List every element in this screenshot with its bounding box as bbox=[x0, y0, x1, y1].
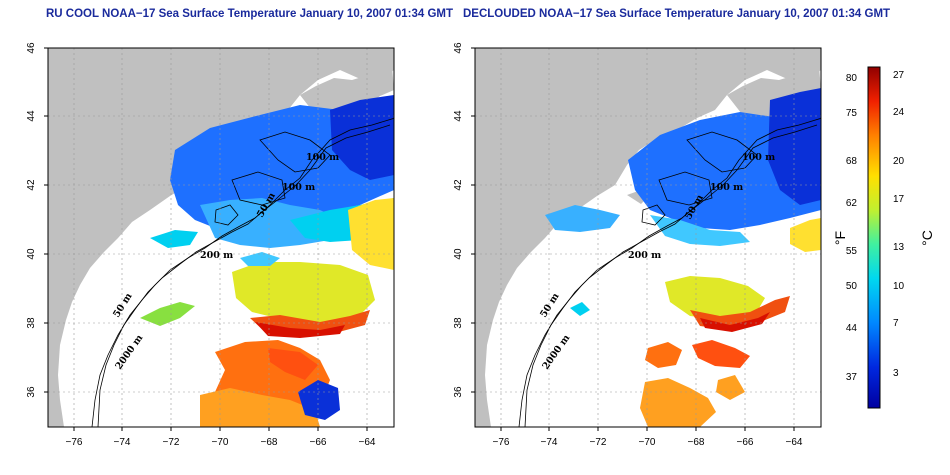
left-x-tick-label: −72 bbox=[163, 437, 180, 448]
left-sst-field bbox=[140, 95, 394, 427]
right-y-tick-label: 38 bbox=[453, 317, 464, 329]
colorbar-f-tick: 50 bbox=[846, 281, 858, 292]
left-graticule bbox=[48, 48, 394, 427]
colorbar-f-tick: 37 bbox=[846, 372, 858, 383]
left-map-frame bbox=[47, 47, 395, 428]
right-x-tick-label: −76 bbox=[493, 437, 510, 448]
left-y-tick-label: 46 bbox=[26, 42, 37, 54]
left-y-tick-label: 36 bbox=[26, 386, 37, 398]
right-sst-field bbox=[545, 88, 821, 427]
right-y-tick-label: 46 bbox=[453, 42, 464, 54]
colorbar-c-tick: 24 bbox=[893, 107, 905, 118]
right-map-title: DECLOUDED NOAA−17 Sea Surface Temperatur… bbox=[463, 8, 891, 20]
left-contour-label: 200 m bbox=[200, 250, 233, 261]
colorbar-c-tick: 7 bbox=[893, 318, 899, 329]
left-y-tick-label: 44 bbox=[26, 110, 37, 122]
right-contour-label: 200 m bbox=[628, 250, 661, 261]
right-y-tick-label: 42 bbox=[453, 179, 464, 191]
colorbar-f-tick: 55 bbox=[846, 246, 858, 257]
temperature-colorbar: 80 75 68 62 55 50 44 37 27 24 20 17 13 1… bbox=[832, 66, 935, 409]
colorbar-f-tick: 68 bbox=[846, 156, 858, 167]
right-graticule bbox=[475, 48, 821, 427]
colorbar-f-tick: 62 bbox=[846, 198, 858, 209]
right-contour-label: 100 m bbox=[710, 182, 743, 193]
left-y-tick-label: 38 bbox=[26, 317, 37, 329]
right-bathymetry-contours bbox=[518, 117, 821, 427]
colorbar-c-tick: 10 bbox=[893, 281, 905, 292]
colorbar-f-tick: 75 bbox=[846, 108, 858, 119]
right-x-tick-label: −70 bbox=[639, 437, 656, 448]
right-y-tick-label: 40 bbox=[453, 248, 464, 260]
left-x-tick-label: −66 bbox=[310, 437, 327, 448]
colorbar-c-tick: 27 bbox=[893, 70, 905, 81]
left-y-tick-label: 42 bbox=[26, 179, 37, 191]
left-x-tick-label: −74 bbox=[114, 437, 131, 448]
right-map-frame bbox=[474, 47, 822, 428]
right-land-mainland bbox=[475, 48, 821, 427]
right-y-tick-label: 44 bbox=[453, 110, 464, 122]
left-x-tick-label: −68 bbox=[261, 437, 278, 448]
colorbar-fahrenheit-label: °F bbox=[832, 231, 848, 245]
colorbar-c-tick: 13 bbox=[893, 242, 905, 253]
left-contour-label: 100 m bbox=[306, 152, 339, 163]
colorbar-c-tick: 17 bbox=[893, 194, 905, 205]
colorbar-f-tick: 80 bbox=[846, 73, 858, 84]
left-map-panel: 100 m 100 m 50 m 200 m 50 m 2000 m −76 −… bbox=[26, 42, 395, 448]
left-contour-label: 100 m bbox=[282, 182, 315, 193]
colorbar-c-tick: 3 bbox=[893, 368, 899, 379]
left-y-tick-label: 40 bbox=[26, 248, 37, 260]
right-contour-label: 100 m bbox=[742, 152, 775, 163]
colorbar-celsius-label: °C bbox=[919, 230, 935, 246]
left-land-mainland bbox=[48, 48, 394, 427]
left-x-tick-label: −76 bbox=[66, 437, 83, 448]
colorbar-c-tick: 20 bbox=[893, 156, 905, 167]
right-x-tick-label: −68 bbox=[688, 437, 705, 448]
left-x-tick-label: −64 bbox=[359, 437, 376, 448]
right-x-tick-label: −66 bbox=[737, 437, 754, 448]
right-x-tick-label: −72 bbox=[590, 437, 607, 448]
right-y-tick-label: 36 bbox=[453, 386, 464, 398]
right-x-tick-label: −64 bbox=[786, 437, 803, 448]
left-x-tick-label: −70 bbox=[212, 437, 229, 448]
colorbar-f-tick: 44 bbox=[846, 323, 858, 334]
left-map-title: RU COOL NOAA−17 Sea Surface Temperature … bbox=[46, 8, 454, 20]
right-map-panel: 100 m 100 m 50 m 200 m 50 m 2000 m −76 −… bbox=[453, 42, 822, 448]
colorbar-gradient bbox=[867, 66, 881, 409]
left-bathymetry-contours bbox=[91, 117, 394, 427]
right-x-tick-label: −74 bbox=[541, 437, 558, 448]
right-land-nova-scotia bbox=[727, 66, 821, 124]
